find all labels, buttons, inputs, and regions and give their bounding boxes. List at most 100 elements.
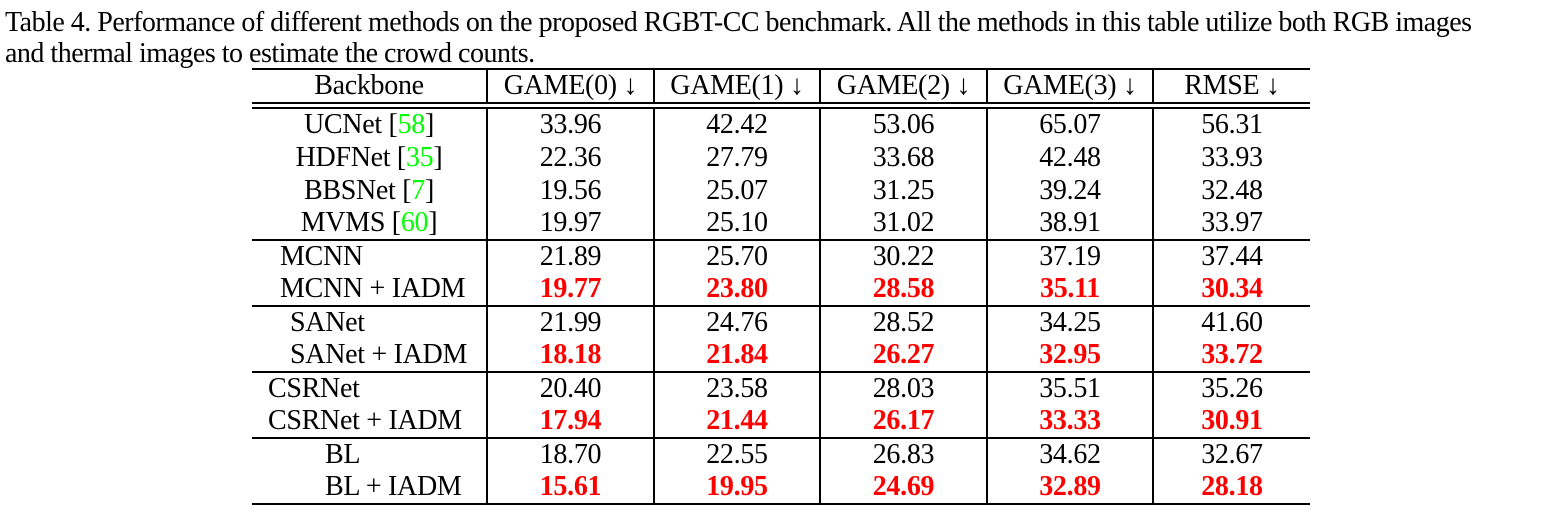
value-cell: 53.06 (819, 105, 987, 141)
citation-number: 60 (400, 207, 429, 238)
value-cell: 21.89 (486, 240, 654, 273)
value-cell: 42.48 (986, 141, 1153, 174)
header-cell-backbone: Backbone (252, 69, 487, 109)
value-cell: 21.99 (486, 306, 654, 339)
value-cell: 28.18 (1152, 471, 1310, 504)
value-cell: 33.96 (486, 105, 654, 141)
table-row: CSRNet + IADM 17.94 21.44 26.17 33.33 30.91 (252, 405, 1310, 438)
value-cell: 32.48 (1152, 174, 1310, 207)
backbone-name: SANet + IADM (290, 339, 468, 370)
value-cell: 33.97 (1152, 207, 1310, 240)
value-cell: 22.55 (653, 438, 820, 471)
value-cell: 33.93 (1152, 141, 1310, 174)
header-cell-metric: GAME(3) ↓ (986, 69, 1153, 109)
value-cell: 18.18 (486, 339, 654, 372)
value-cell: 32.95 (986, 339, 1153, 372)
value-cell: 33.68 (819, 141, 987, 174)
value-cell: 25.10 (653, 207, 820, 240)
method-group: SANet 21.99 24.76 28.52 34.25 41.60 SANet + IA… (252, 306, 1310, 372)
table-row: SANet + IADM 18.18 21.84 26.27 32.95 33.72 (252, 339, 1310, 372)
method-group: MCNN 21.89 25.70 30.22 37.19 37.44 MCNN + IADM… (252, 240, 1310, 306)
value-cell: 30.22 (819, 240, 987, 273)
backbone-name: BL (325, 439, 361, 470)
caption-line-2: and thermal images to estimate the crowd… (5, 38, 535, 69)
value-cell: 32.89 (986, 471, 1153, 504)
value-cell: 26.27 (819, 339, 987, 372)
backbone-cell: BL (252, 438, 487, 471)
value-cell: 33.33 (986, 405, 1153, 438)
backbone-cell: MCNN (252, 240, 487, 273)
value-cell: 24.76 (653, 306, 820, 339)
header-cell-metric: RMSE ↓ (1152, 69, 1310, 109)
value-cell: 30.91 (1152, 405, 1310, 438)
value-cell: 18.70 (486, 438, 654, 471)
backbone-cell: BL + IADM (252, 471, 487, 504)
value-cell: 39.24 (986, 174, 1153, 207)
value-cell: 65.07 (986, 105, 1153, 141)
table-row: BL + IADM 15.61 19.95 24.69 32.89 28.18 (252, 471, 1310, 504)
backbone-name: SANet (290, 307, 365, 338)
value-cell: 25.70 (653, 240, 820, 273)
value-cell: 35.11 (986, 273, 1153, 306)
value-cell: 23.58 (653, 372, 820, 405)
value-cell: 19.77 (486, 273, 654, 306)
value-cell: 37.44 (1152, 240, 1310, 273)
backbone-name: CSRNet (268, 373, 360, 404)
method-group: BL 18.70 22.55 26.83 34.62 32.67 BL + IADM 15.6… (252, 438, 1310, 504)
value-cell: 21.44 (653, 405, 820, 438)
value-cell: 28.58 (819, 273, 987, 306)
value-cell: 34.62 (986, 438, 1153, 471)
header-cell-metric: GAME(0) ↓ (486, 69, 654, 109)
value-cell: 28.52 (819, 306, 987, 339)
value-cell: 20.40 (486, 372, 654, 405)
table-row: MVMS [60] 19.97 25.10 31.02 38.91 33.97 (252, 207, 1310, 240)
value-cell: 15.61 (486, 471, 654, 504)
table-row: MCNN + IADM 19.77 23.80 28.58 35.11 30.34 (252, 273, 1310, 306)
value-cell: 25.07 (653, 174, 820, 207)
value-cell: 19.97 (486, 207, 654, 240)
backbone-cell: SANet + IADM (252, 339, 487, 372)
table-row: UCNet [58] 33.96 42.42 53.06 65.07 56.31 (252, 105, 1310, 141)
value-cell: 26.17 (819, 405, 987, 438)
backbone-cell: MVMS [60] (300, 207, 438, 238)
method-group: UCNet [58] 33.96 42.42 53.06 65.07 56.31 HDFNe… (252, 105, 1310, 240)
results-table: Backbone GAME(0) ↓ GAME(1) ↓ GAME(2) ↓ GAME(… (252, 68, 1310, 505)
value-cell: 34.25 (986, 306, 1153, 339)
table-row: BL 18.70 22.55 26.83 34.62 32.67 (252, 438, 1310, 471)
header-cell-metric: GAME(2) ↓ (819, 69, 987, 109)
value-cell: 41.60 (1152, 306, 1310, 339)
backbone-cell: UCNet [58] (304, 109, 434, 140)
value-cell: 42.42 (653, 105, 820, 141)
backbone-cell: SANet (252, 306, 487, 339)
citation-number: 58 (397, 109, 426, 140)
backbone-name: CSRNet + IADM (268, 405, 462, 436)
value-cell: 27.79 (653, 141, 820, 174)
value-cell: 32.67 (1152, 438, 1310, 471)
backbone-name: MCNN (280, 241, 363, 272)
table-row: SANet 21.99 24.76 28.52 34.25 41.60 (252, 306, 1310, 339)
backbone-name: UCNet (304, 109, 382, 140)
value-cell: 37.19 (986, 240, 1153, 273)
value-cell: 33.72 (1152, 339, 1310, 372)
value-cell: 38.91 (986, 207, 1153, 240)
value-cell: 24.69 (819, 471, 987, 504)
backbone-cell: CSRNet (252, 372, 487, 405)
value-cell: 31.02 (819, 207, 987, 240)
table-row: BBSNet [7] 19.56 25.07 31.25 39.24 32.48 (252, 174, 1310, 207)
backbone-name: BL + IADM (325, 471, 462, 502)
value-cell: 35.26 (1152, 372, 1310, 405)
table-row: MCNN 21.89 25.70 30.22 37.19 37.44 (252, 240, 1310, 273)
backbone-name: MVMS (300, 207, 386, 238)
citation-number: 7 (411, 174, 425, 206)
citation-number: 35 (405, 141, 434, 173)
backbone-cell: MCNN + IADM (252, 273, 487, 306)
table-row: CSRNet 20.40 23.58 28.03 35.51 35.26 (252, 372, 1310, 405)
value-cell: 17.94 (486, 405, 654, 438)
value-cell: 28.03 (819, 372, 987, 405)
header-cell-metric: GAME(1) ↓ (653, 69, 820, 109)
value-cell: 35.51 (986, 372, 1153, 405)
value-cell: 30.34 (1152, 273, 1310, 306)
backbone-name: MCNN + IADM (280, 273, 466, 304)
value-cell: 31.25 (819, 174, 987, 207)
